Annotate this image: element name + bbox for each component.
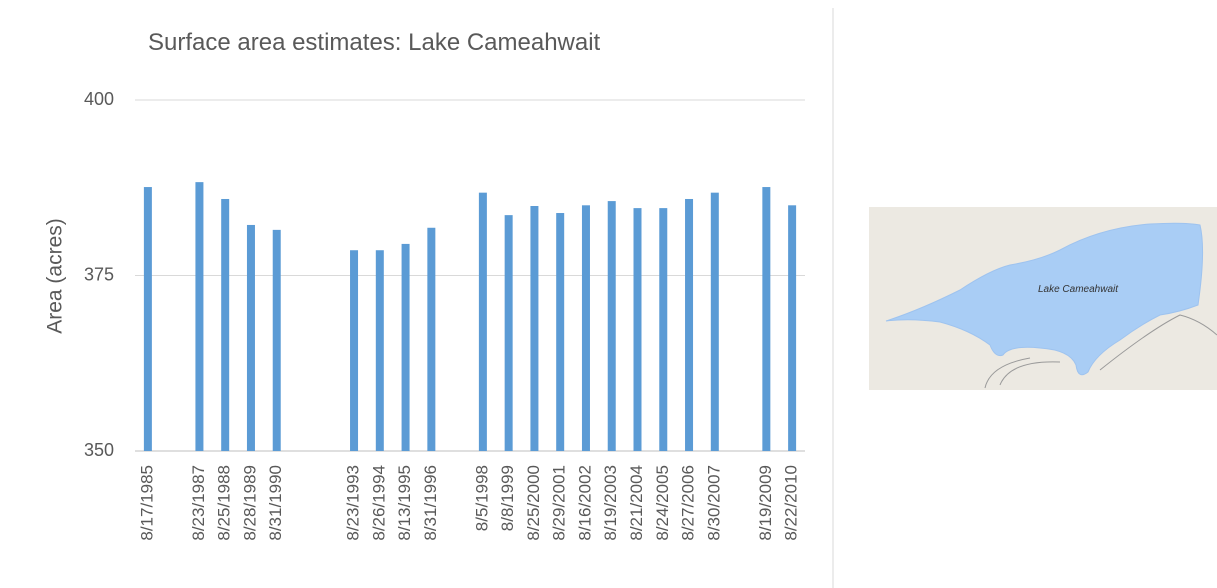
x-tick-label: 8/24/2005 xyxy=(653,465,672,541)
x-tick-label: 8/19/2009 xyxy=(756,465,775,541)
y-tick-label: 375 xyxy=(84,264,114,284)
x-tick-label: 8/25/1988 xyxy=(215,465,234,541)
x-tick-label: 8/21/2004 xyxy=(627,465,646,541)
bar xyxy=(504,215,513,451)
x-tick-label: 8/23/1993 xyxy=(344,465,363,541)
x-tick-label: 8/23/1987 xyxy=(189,465,208,541)
bar xyxy=(350,250,359,451)
bar xyxy=(478,192,487,451)
x-tick-label: 8/16/2002 xyxy=(575,465,594,541)
bar xyxy=(143,187,152,451)
bar xyxy=(401,243,410,451)
bar xyxy=(375,250,384,451)
bar xyxy=(221,198,230,451)
bar xyxy=(195,182,204,451)
x-tick-label: 8/26/1994 xyxy=(369,465,388,541)
x-tick-label: 8/17/1985 xyxy=(137,465,156,541)
x-tick-label: 8/30/2007 xyxy=(704,465,723,541)
y-tick-label: 350 xyxy=(84,440,114,460)
x-tick-label: 8/29/2001 xyxy=(550,465,569,541)
chart-title: Surface area estimates: Lake Cameahwait xyxy=(148,29,601,56)
map: Lake Cameahwait xyxy=(869,207,1217,390)
x-tick-label: 8/13/1995 xyxy=(395,465,414,541)
x-tick-label: 8/19/2003 xyxy=(601,465,620,541)
x-tick-label: 8/5/1998 xyxy=(472,465,491,531)
bar xyxy=(685,198,694,451)
y-tick-label: 400 xyxy=(84,89,114,109)
bar xyxy=(762,187,771,451)
map-label: Lake Cameahwait xyxy=(1038,284,1119,295)
x-tick-label: 8/31/1996 xyxy=(421,465,440,541)
lake xyxy=(885,222,1204,376)
bar xyxy=(659,208,668,451)
bar xyxy=(607,201,616,451)
x-tick-label: 8/8/1999 xyxy=(498,465,517,531)
x-tick-label: 8/22/2010 xyxy=(782,465,801,541)
bar xyxy=(427,227,436,451)
x-tick-label: 8/31/1990 xyxy=(266,465,285,541)
x-tick-label: 8/28/1989 xyxy=(240,465,259,541)
bar xyxy=(556,213,565,451)
bar xyxy=(581,205,590,451)
bar xyxy=(272,229,281,451)
bar xyxy=(633,208,642,451)
map-roads xyxy=(984,314,1217,389)
bar xyxy=(530,206,539,451)
bar xyxy=(788,205,797,451)
bar xyxy=(710,192,719,451)
bar xyxy=(246,224,255,451)
x-tick-label: 8/27/2006 xyxy=(679,465,698,541)
y-axis-label: Area (acres) xyxy=(44,218,67,334)
x-tick-label: 8/25/2000 xyxy=(524,465,543,541)
